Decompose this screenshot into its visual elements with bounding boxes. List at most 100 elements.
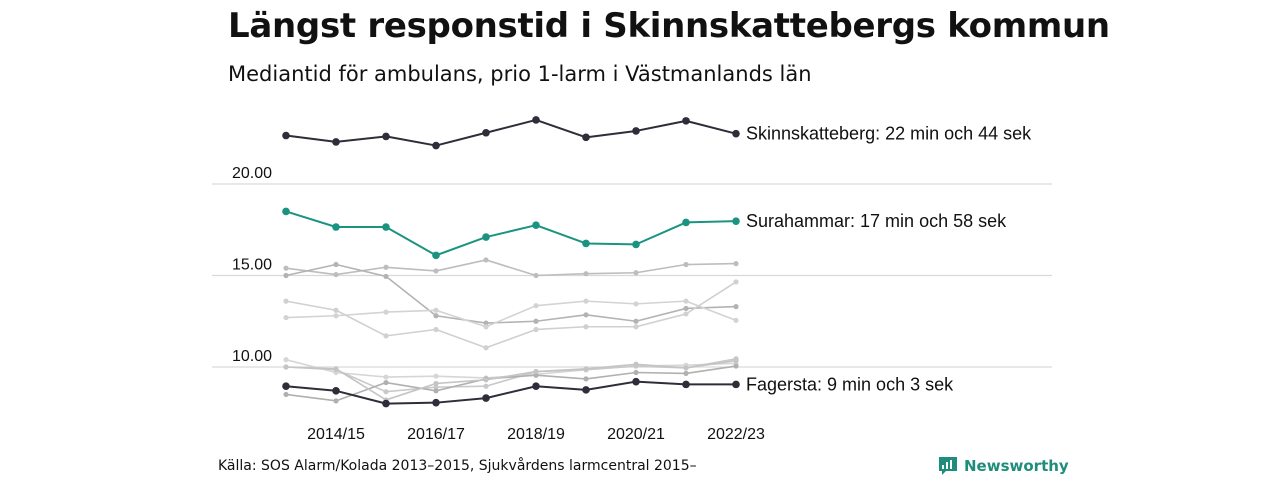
data-point xyxy=(733,279,739,285)
data-point xyxy=(433,326,439,333)
data-point xyxy=(283,314,289,321)
data-point xyxy=(383,309,389,315)
data-point xyxy=(283,298,289,304)
series-line xyxy=(285,300,737,328)
data-point xyxy=(533,318,539,324)
data-point xyxy=(532,382,540,391)
brand-name: Newsworthy xyxy=(964,457,1069,475)
data-point xyxy=(683,305,689,312)
data-point xyxy=(482,394,490,402)
x-tick-label: 2020/21 xyxy=(607,426,665,443)
data-point xyxy=(633,361,639,367)
data-point xyxy=(283,272,289,279)
data-point xyxy=(732,129,740,138)
data-point xyxy=(332,386,340,395)
data-point xyxy=(533,272,539,279)
data-point xyxy=(683,298,689,304)
data-point xyxy=(283,391,289,398)
data-point xyxy=(532,116,540,124)
data-point xyxy=(333,398,339,404)
series-line xyxy=(285,380,736,405)
data-point xyxy=(483,383,489,389)
data-point xyxy=(333,271,339,278)
data-point xyxy=(733,317,739,323)
y-tick-label: 20.00 xyxy=(232,165,272,182)
data-point xyxy=(383,273,389,280)
series-line xyxy=(285,357,737,393)
data-point xyxy=(283,265,289,271)
data-point xyxy=(432,398,440,407)
series-line xyxy=(285,365,737,402)
series-line xyxy=(285,118,737,147)
data-point xyxy=(483,345,489,351)
y-tick-label: 10.00 xyxy=(232,348,272,365)
data-point xyxy=(432,251,440,260)
data-point xyxy=(333,307,339,313)
data-point xyxy=(332,223,340,231)
y-tick-label: 15.00 xyxy=(232,257,272,274)
series-lines xyxy=(282,116,740,408)
data-point xyxy=(483,324,489,330)
data-point xyxy=(433,384,439,390)
data-point xyxy=(732,380,740,389)
data-point xyxy=(733,304,739,310)
data-point xyxy=(633,369,639,376)
data-point xyxy=(632,377,640,386)
data-point xyxy=(332,138,340,146)
series-line xyxy=(285,210,737,257)
data-point xyxy=(582,239,590,248)
data-point xyxy=(583,366,589,372)
data-point xyxy=(633,324,639,330)
data-point xyxy=(682,117,690,125)
brand-logo: Newsworthy xyxy=(938,456,1069,476)
data-point xyxy=(632,127,640,135)
data-point xyxy=(732,217,740,225)
data-point xyxy=(633,270,639,276)
x-tick-label: 2014/15 xyxy=(307,426,365,443)
data-point xyxy=(532,221,540,229)
data-point xyxy=(733,357,739,364)
series-line xyxy=(285,259,737,277)
data-point xyxy=(283,357,289,363)
series-label: Fagersta: 9 min och 3 sek xyxy=(746,374,954,394)
data-point xyxy=(282,382,290,391)
data-point xyxy=(383,374,389,380)
data-point xyxy=(283,364,289,370)
data-point xyxy=(433,313,439,319)
data-point xyxy=(683,311,689,317)
newsworthy-logo-icon xyxy=(939,457,957,475)
data-point xyxy=(683,365,689,371)
data-point xyxy=(583,312,589,318)
data-point xyxy=(733,363,739,369)
data-point xyxy=(383,389,389,395)
data-point xyxy=(683,370,689,377)
series-label: Surahammar: 17 min och 58 sek xyxy=(746,211,1007,231)
chart-title: Längst responstid i Skinnskattebergs kom… xyxy=(228,6,1110,46)
data-point xyxy=(432,141,440,150)
data-point xyxy=(433,380,439,387)
data-point xyxy=(382,399,390,408)
data-point xyxy=(433,373,439,379)
data-point xyxy=(483,377,489,383)
data-point xyxy=(282,207,290,216)
data-point xyxy=(382,132,390,141)
series-line xyxy=(285,359,737,401)
data-point xyxy=(433,268,439,274)
data-point xyxy=(383,333,389,339)
data-point xyxy=(383,264,389,270)
data-point xyxy=(583,324,589,330)
data-point xyxy=(583,298,589,304)
data-point xyxy=(683,261,689,268)
data-point xyxy=(482,233,490,241)
data-point xyxy=(433,388,439,394)
data-point xyxy=(382,223,390,231)
x-tick-label: 2022/23 xyxy=(707,426,765,443)
data-point xyxy=(533,368,539,375)
series-line xyxy=(285,281,737,349)
data-point xyxy=(333,261,339,268)
series-line xyxy=(285,263,737,324)
data-point xyxy=(333,366,339,372)
data-point xyxy=(533,326,539,333)
line-chart: Skinnskatteberg: 22 min och 44 sek Suraha… xyxy=(212,116,1052,443)
data-point xyxy=(582,386,590,394)
